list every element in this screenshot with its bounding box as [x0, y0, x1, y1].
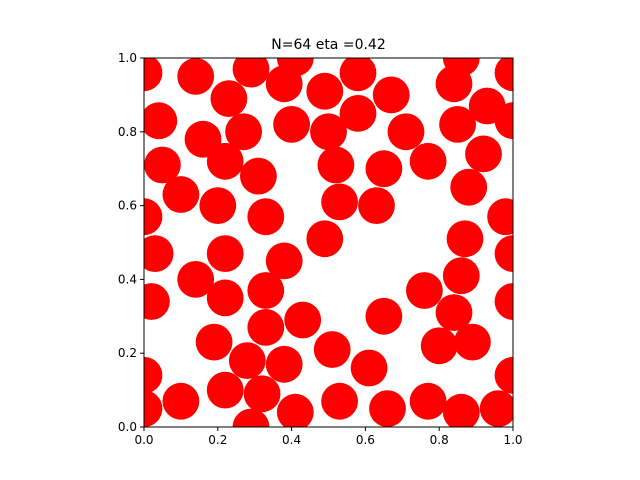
- data-point: [442, 393, 480, 427]
- data-point: [273, 106, 310, 143]
- data-point: [317, 146, 355, 184]
- y-tick-label: 0.2: [118, 346, 137, 360]
- y-tick-label: 0.8: [118, 125, 137, 139]
- data-point: [284, 301, 322, 339]
- data-point: [265, 65, 303, 103]
- data-point: [206, 371, 244, 409]
- y-tick-label: 0.4: [118, 272, 137, 286]
- data-point: [195, 323, 233, 361]
- y-tick-label: 0.0: [118, 420, 137, 434]
- x-tick-label: 0.6: [356, 433, 375, 447]
- x-tick-label: 1.0: [503, 433, 522, 447]
- data-point: [409, 382, 447, 420]
- data-point: [162, 176, 200, 213]
- data-point: [358, 187, 395, 225]
- data-point: [372, 76, 410, 114]
- data-point: [442, 257, 480, 295]
- data-point: [144, 356, 163, 394]
- ticks-layer: 0.0 0.2 0.4 0.6 0.8 1.0 0.0 0.2 0.4 0.6 0.8 1.0: [118, 51, 523, 447]
- data-point: [435, 65, 473, 103]
- data-point: [369, 390, 406, 427]
- data-point: [339, 95, 377, 132]
- data-point: [494, 356, 513, 394]
- data-point: [144, 283, 170, 320]
- data-point: [494, 283, 513, 320]
- data-point: [177, 261, 215, 298]
- data-point: [339, 58, 377, 92]
- data-point: [225, 113, 262, 151]
- data-point: [232, 58, 270, 88]
- data-point: [487, 198, 513, 236]
- data-point: [406, 272, 443, 309]
- data-point: [365, 150, 403, 188]
- data-point: [435, 294, 473, 331]
- data-point: [232, 408, 270, 427]
- data-point: [144, 198, 163, 236]
- data-point: [144, 58, 163, 92]
- data-point: [450, 168, 488, 206]
- data-point: [144, 390, 163, 427]
- data-point: [321, 382, 358, 420]
- x-tick-label: 0.0: [134, 433, 153, 447]
- data-point: [265, 242, 303, 280]
- data-point: [479, 390, 513, 427]
- data-point: [465, 135, 502, 173]
- data-point: [247, 309, 285, 346]
- data-point: [206, 142, 244, 180]
- data-point: [494, 235, 513, 272]
- points-layer: [144, 58, 513, 427]
- data-point: [409, 142, 447, 180]
- data-point: [306, 72, 344, 110]
- y-tick-label: 1.0: [118, 51, 137, 65]
- data-point: [206, 279, 244, 317]
- data-point: [454, 323, 491, 361]
- data-point: [144, 146, 181, 184]
- chart-title: N=64 eta =0.42: [271, 37, 386, 53]
- data-point: [162, 382, 200, 420]
- data-point: [144, 235, 174, 272]
- y-tick-label: 0.6: [118, 199, 137, 213]
- data-point: [144, 102, 178, 140]
- data-point: [243, 375, 281, 413]
- data-point: [276, 393, 314, 427]
- data-point: [365, 297, 403, 335]
- data-point: [494, 58, 513, 92]
- data-point: [387, 113, 425, 151]
- data-point: [310, 113, 347, 151]
- x-tick-label: 0.4: [282, 433, 301, 447]
- data-point: [206, 235, 244, 272]
- data-point: [420, 327, 458, 365]
- plot-frame: [143, 57, 514, 428]
- data-point: [494, 102, 513, 140]
- data-point: [247, 272, 285, 309]
- data-point: [240, 157, 277, 195]
- data-point: [350, 349, 388, 387]
- data-point: [446, 220, 484, 258]
- data-point: [265, 345, 303, 383]
- data-point: [439, 106, 476, 143]
- data-point: [210, 80, 248, 117]
- data-point: [321, 183, 358, 221]
- data-point: [199, 187, 237, 225]
- data-point: [177, 58, 215, 95]
- data-point: [228, 342, 266, 379]
- data-point: [313, 331, 351, 368]
- data-point: [306, 220, 344, 258]
- x-tick-label: 0.2: [208, 433, 227, 447]
- data-point: [247, 198, 285, 236]
- x-tick-label: 0.8: [430, 433, 449, 447]
